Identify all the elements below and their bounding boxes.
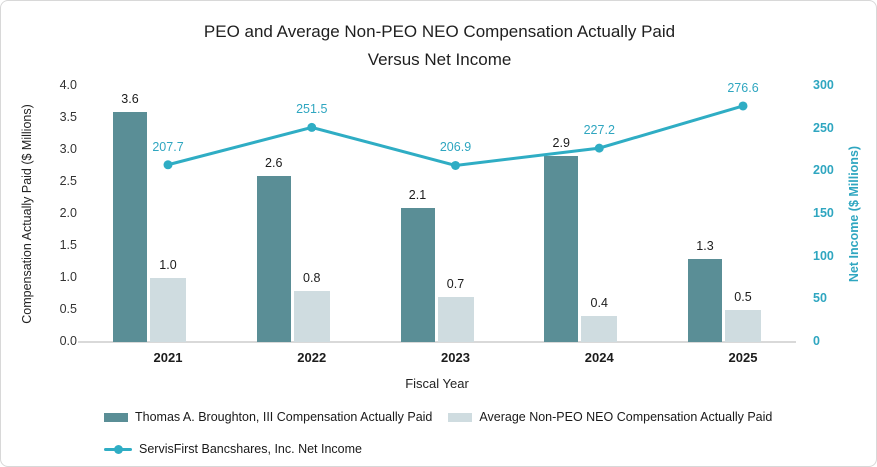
net-income-label: 251.5 — [296, 102, 328, 117]
x-category-label: 2023 — [441, 350, 470, 365]
left-axis-tick: 0.5 — [59, 302, 77, 316]
bar-label-peo: 3.6 — [121, 91, 139, 106]
left-axis-tick: 4.0 — [59, 78, 77, 92]
x-category-label: 2025 — [728, 350, 758, 365]
legend-row-1: Thomas A. Broughton, III Compensation Ac… — [104, 410, 772, 424]
bar-label-nonpeo: 1.0 — [159, 258, 177, 272]
left-axis-tick: 3.5 — [59, 110, 77, 124]
net-income-marker — [594, 143, 604, 153]
legend-swatch-nonpeo-bar — [448, 412, 473, 422]
right-axis-tick: 100 — [813, 248, 834, 263]
legend-line-marker — [114, 445, 123, 454]
legend-label-peo: Thomas A. Broughton, III Compensation Ac… — [135, 410, 433, 424]
right-axis-tick: 150 — [813, 206, 834, 220]
bar-label-nonpeo: 0.8 — [303, 270, 321, 285]
bar-nonpeo — [293, 290, 330, 342]
x-axis-line — [78, 341, 796, 343]
bar-nonpeo — [725, 310, 761, 342]
x-category-label: 2022 — [297, 350, 327, 365]
net-income-label: 207.7 — [152, 139, 184, 154]
net-income-label: 206.9 — [439, 140, 472, 155]
bar-peo — [113, 111, 147, 342]
right-axis-tick: 300 — [813, 78, 834, 92]
bar-nonpeo — [150, 278, 186, 342]
right-axis-tick: 200 — [813, 163, 834, 178]
bar-label-nonpeo: 0.5 — [734, 290, 752, 304]
bar-label-peo: 2.6 — [265, 155, 283, 170]
x-category-label: 2021 — [153, 350, 183, 365]
left-axis-tick: 0.0 — [59, 334, 77, 348]
net-income-marker — [163, 160, 173, 170]
left-axis-tick: 1.5 — [59, 238, 77, 252]
bar-label-peo: 2.9 — [552, 136, 570, 151]
x-axis-title: Fiscal Year — [405, 376, 469, 391]
bar-peo — [688, 258, 722, 342]
net-income-label: 276.6 — [727, 80, 759, 95]
net-income-marker — [451, 160, 460, 170]
net-income-label: 227.2 — [583, 123, 615, 138]
legend-swatch-netincome-line — [104, 444, 132, 454]
right-axis-tick: 250 — [813, 120, 834, 135]
bar-label-peo: 1.3 — [696, 238, 714, 253]
bar-peo — [400, 207, 435, 342]
net-income-line — [167, 104, 744, 167]
bar-label-nonpeo: 0.4 — [590, 296, 608, 311]
legend-label-netincome: ServisFirst Bancshares, Inc. Net Income — [139, 442, 362, 456]
chart-title-line2: Versus Net Income — [367, 50, 512, 69]
bar-peo — [256, 175, 291, 342]
left-axis-tick: 2.0 — [59, 206, 77, 220]
bar-nonpeo — [437, 297, 474, 342]
bar-label-nonpeo: 0.7 — [446, 277, 465, 292]
left-axis-tick: 3.0 — [59, 142, 77, 156]
bar-label-peo: 2.1 — [408, 187, 427, 202]
left-axis-tick: 1.0 — [59, 270, 77, 284]
right-axis-tick: 0 — [813, 334, 820, 348]
x-category-label: 2024 — [584, 350, 614, 365]
chart-title-line1: PEO and Average Non-PEO NEO Compensation… — [203, 22, 676, 41]
left-axis-tick: 2.5 — [59, 174, 77, 188]
chart-title: PEO and Average Non-PEO NEO Compensation… — [1, 18, 876, 74]
bar-peo — [544, 156, 579, 342]
net-income-marker — [738, 101, 748, 111]
right-axis-tick: 50 — [813, 291, 827, 306]
legend-swatch-peo-bar — [104, 412, 128, 422]
legend-label-nonpeo: Average Non-PEO NEO Compensation Actuall… — [479, 410, 773, 424]
net-income-marker — [307, 122, 317, 132]
legend-row-2: ServisFirst Bancshares, Inc. Net Income — [104, 442, 362, 456]
bar-nonpeo — [581, 316, 618, 342]
